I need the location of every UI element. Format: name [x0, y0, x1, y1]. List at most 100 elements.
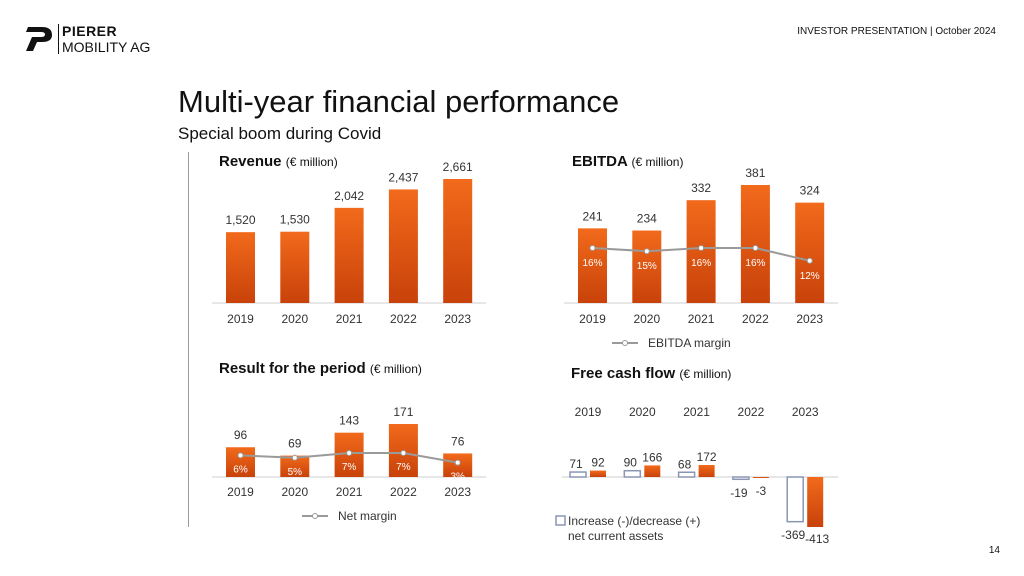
- ebitda-margin-label: 12%: [800, 271, 820, 282]
- fcf-legend-marker: [555, 515, 566, 526]
- fcf-nca-bar: [677, 471, 696, 478]
- fcf-value-label: -413: [805, 532, 829, 546]
- result-bar: [280, 455, 310, 477]
- fcf-chart: 2019 71 92 2020 90 166 2021 68 172 2022 -19 -3 2023 -…: [555, 405, 838, 546]
- logo-divider: [58, 24, 59, 54]
- revenue-value-label: 1,520: [225, 213, 255, 227]
- ebitda-chart: 241 2019 234 2020 332 2021 381 2022 324 2023 16% 15…: [564, 166, 838, 350]
- fcf-value-label: 92: [591, 456, 605, 470]
- revenue-tick-label: 2019: [227, 312, 254, 326]
- fcf-bar: [644, 465, 661, 477]
- ebitda-margin-label: 16%: [745, 258, 765, 269]
- ebitda-tick-label: 2020: [633, 312, 660, 326]
- fcf-bar: [807, 477, 824, 527]
- ebitda-bar: [686, 200, 716, 303]
- result-legend-marker: [312, 513, 318, 519]
- presentation-label: INVESTOR PRESENTATION | October 2024: [797, 26, 996, 37]
- ebitda-margin-point: [752, 245, 759, 251]
- ebitda-bar: [632, 230, 662, 303]
- result-title-text: Result for the period: [219, 360, 366, 377]
- result-tick-label: 2021: [336, 485, 363, 499]
- ebitda-unit: (€ million): [631, 155, 684, 169]
- ebitda-legend-marker: [622, 340, 628, 346]
- fcf-nca-value-label: 90: [624, 456, 638, 470]
- page-title: Multi-year financial performance: [178, 84, 620, 119]
- result-margin-point: [400, 450, 407, 456]
- result-tick-label: 2023: [444, 485, 471, 499]
- company-name-line1: PIERER: [62, 23, 118, 39]
- revenue-tick-label: 2022: [390, 312, 417, 326]
- revenue-value-label: 2,661: [443, 160, 473, 174]
- revenue-value-label: 2,437: [388, 170, 418, 184]
- fcf-tick-label: 2019: [575, 405, 602, 419]
- fcf-nca-value-label: 68: [678, 457, 692, 471]
- ebitda-bar: [578, 228, 607, 303]
- revenue-bar: [334, 207, 364, 303]
- ebitda-value-label: 332: [691, 181, 711, 195]
- ebitda-margin-label: 16%: [691, 258, 711, 269]
- fcf-value-label: 166: [642, 450, 662, 464]
- fcf-nca-value-label: -369: [781, 528, 805, 542]
- result-bar: [226, 447, 255, 477]
- result-margin-label: 5%: [288, 467, 303, 478]
- fcf-nca-bar: [623, 469, 642, 478]
- result-margin-point: [237, 452, 244, 459]
- fcf-tick-label: 2023: [792, 405, 819, 419]
- company-name: PIERER MOBILITY AG: [62, 23, 150, 55]
- fcf-tick-label: 2020: [629, 405, 656, 419]
- page-subtitle: Special boom during Covid: [178, 124, 382, 143]
- fcf-value-label: 172: [697, 450, 717, 464]
- revenue-value-label: 2,042: [334, 189, 364, 203]
- result-value-label: 171: [393, 405, 413, 419]
- fcf-unit: (€ million): [679, 367, 732, 381]
- ebitda-value-label: 324: [800, 184, 820, 198]
- result-tick-label: 2022: [390, 485, 417, 499]
- ebitda-value-label: 381: [745, 166, 765, 180]
- ebitda-bar: [740, 185, 770, 303]
- fcf-legend-label-line1: Increase (-)/decrease (+): [568, 514, 700, 528]
- ebitda-value-label: 241: [582, 209, 602, 223]
- result-value-label: 143: [339, 414, 359, 428]
- fcf-tick-label: 2022: [738, 405, 765, 419]
- company-name-line2: MOBILITY AG: [62, 39, 151, 55]
- revenue-title-text: Revenue: [219, 153, 282, 170]
- result-margin-label: 3%: [450, 472, 465, 483]
- ebitda-title-text: EBITDA: [572, 153, 628, 170]
- page-number: 14: [988, 545, 1000, 556]
- result-margin-point: [346, 450, 353, 456]
- ebitda-margin-label: 15%: [637, 261, 657, 272]
- fcf-nca-bar: [569, 471, 587, 478]
- result-tick-label: 2020: [281, 485, 308, 499]
- ebitda-margin-point: [698, 245, 705, 251]
- result-value-label: 96: [234, 428, 248, 442]
- fcf-legend-label-line2: net current assets: [568, 529, 663, 543]
- fcf-bar: [590, 470, 606, 477]
- ebitda-legend-label: EBITDA margin: [648, 336, 731, 350]
- result-chart: 96 2019 69 2020 143 2021 171 2022 76 2023 6% 5% 7% 7%…: [212, 405, 486, 523]
- ebitda-tick-label: 2023: [796, 312, 823, 326]
- fcf-nca-bar: [786, 476, 804, 523]
- revenue-bar: [388, 189, 418, 303]
- result-margin-point: [454, 459, 461, 466]
- result-margin-point: [291, 454, 298, 461]
- ebitda-value-label: 234: [637, 212, 657, 226]
- revenue-value-label: 1,530: [280, 213, 310, 227]
- fcf-nca-value-label: -19: [730, 486, 748, 500]
- ebitda-tick-label: 2019: [579, 312, 606, 326]
- revenue-bar: [443, 179, 473, 303]
- ebitda-bar: [795, 202, 825, 303]
- revenue-tick-label: 2020: [281, 312, 308, 326]
- fcf-value-label: -3: [756, 484, 767, 498]
- fcf-chart-title: Free cash flow (€ million): [571, 365, 731, 382]
- result-value-label: 76: [451, 434, 465, 448]
- result-value-label: 69: [288, 437, 302, 451]
- result-chart-title: Result for the period (€ million): [219, 360, 422, 377]
- revenue-bar: [280, 231, 310, 303]
- ebitda-chart-title: EBITDA (€ million): [572, 153, 683, 170]
- pierer-logo-icon: [26, 27, 52, 51]
- result-margin-label: 7%: [396, 462, 411, 473]
- revenue-chart: 1,520 2019 1,530 2020 2,042 2021 2,437 2022 2,66…: [212, 160, 486, 326]
- result-margin-label: 6%: [233, 464, 248, 475]
- ebitda-margin-point: [806, 257, 813, 264]
